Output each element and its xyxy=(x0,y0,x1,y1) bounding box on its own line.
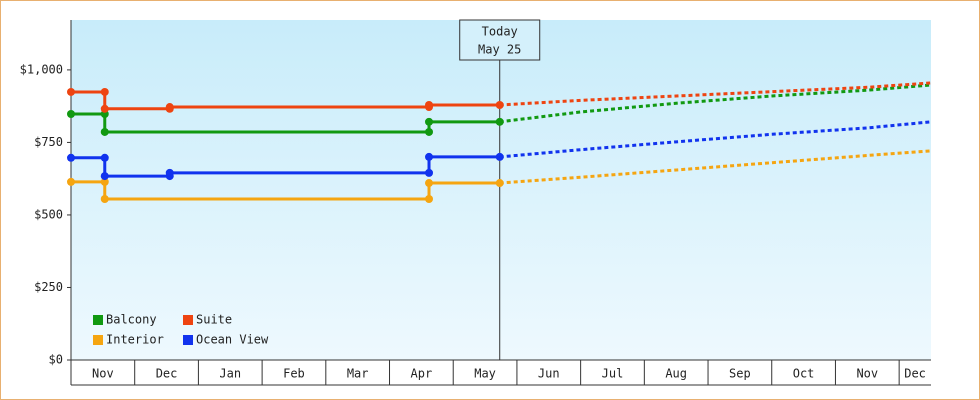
price-point xyxy=(425,117,434,126)
price-line xyxy=(71,180,500,201)
y-tick-label: $1,000 xyxy=(20,62,63,76)
legend-swatch xyxy=(93,315,103,325)
price-point xyxy=(100,172,109,181)
x-tick-label: May xyxy=(474,367,496,381)
price-point xyxy=(100,104,109,113)
x-tick-label: Aug xyxy=(665,367,687,381)
price-point xyxy=(425,127,434,136)
forecast-line xyxy=(499,81,932,107)
x-tick-label: Nov xyxy=(856,367,878,381)
price-point xyxy=(100,194,109,203)
price-point xyxy=(100,87,109,96)
legend-label: Ocean View xyxy=(196,333,269,347)
x-tick-label: Dec xyxy=(156,367,178,381)
x-tick-label: Jul xyxy=(602,367,624,381)
price-point xyxy=(67,153,75,162)
y-tick-label: $750 xyxy=(34,135,63,149)
price-point xyxy=(100,127,109,136)
price-point xyxy=(165,103,174,112)
legend-swatch xyxy=(93,335,103,345)
plot-area xyxy=(71,20,931,360)
price-point xyxy=(495,152,504,161)
legend-label: Interior xyxy=(106,333,164,347)
y-tick-label: $0 xyxy=(49,353,63,367)
x-tick-label: Feb xyxy=(283,367,305,381)
x-tick-label: Jun xyxy=(538,367,560,381)
today-box xyxy=(459,19,541,61)
price-point xyxy=(425,101,434,109)
price-point xyxy=(495,101,504,109)
x-tick-label: Sep xyxy=(729,367,751,381)
price-point xyxy=(67,177,75,186)
legend-label: Suite xyxy=(196,313,232,327)
price-point xyxy=(495,179,504,188)
legend-swatch xyxy=(183,335,193,345)
price-point xyxy=(165,168,174,177)
price-point xyxy=(495,117,504,126)
price-line xyxy=(71,112,500,134)
y-tick-label: $500 xyxy=(34,207,63,221)
x-tick-label: Apr xyxy=(411,367,433,381)
today-label: Today xyxy=(482,25,518,39)
price-point xyxy=(67,109,75,118)
x-tick-label: Dec xyxy=(904,367,926,381)
forecast-line xyxy=(499,83,932,124)
legend-swatch xyxy=(183,315,193,325)
forecast-line xyxy=(499,149,932,185)
x-tick-label: Mar xyxy=(347,367,369,381)
price-point xyxy=(100,177,109,186)
price-point xyxy=(425,152,434,161)
price-point xyxy=(425,179,434,188)
x-tick-label: Jan xyxy=(219,367,241,381)
legend-label: Balcony xyxy=(106,313,157,327)
forecast-line xyxy=(499,120,932,159)
price-point xyxy=(425,168,434,177)
price-point xyxy=(425,194,434,203)
price-point xyxy=(67,87,75,96)
x-tick-label: Nov xyxy=(92,367,114,381)
x-tick-label: Oct xyxy=(793,367,815,381)
today-label: May 25 xyxy=(478,43,521,57)
y-tick-label: $250 xyxy=(34,280,63,294)
price-point xyxy=(100,153,109,162)
